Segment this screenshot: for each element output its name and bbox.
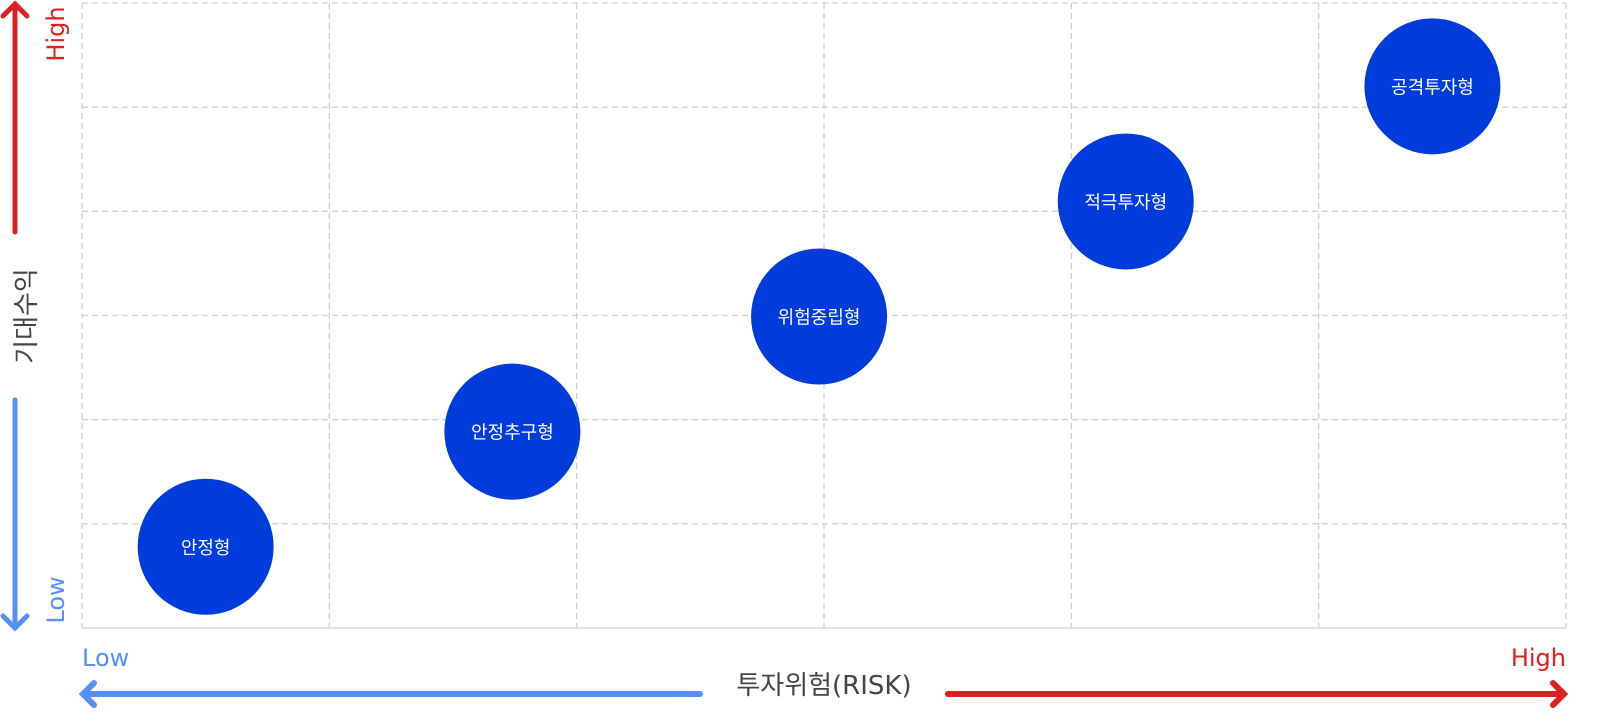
y-axis-low-arrow: [0, 397, 30, 632]
profile-bubble: 공격투자형: [1364, 18, 1501, 155]
bubble-label: 안정추구형: [471, 423, 554, 444]
profile-bubble: 적극투자형: [1057, 133, 1194, 270]
y-axis-high-label: High: [42, 6, 70, 61]
bubble-circle: [444, 363, 581, 500]
profile-bubble: 위험중립형: [751, 248, 888, 385]
y-axis-low-label: Low: [42, 576, 70, 623]
y-axis-title: 기대수익: [12, 268, 42, 364]
profile-bubble: 안정추구형: [444, 363, 581, 500]
bubble-circle: [137, 478, 274, 615]
x-axis-high-label: High: [1511, 644, 1566, 672]
profile-bubbles: 안정형 안정추구형 위험중립형 적극투자형 공격투자형: [137, 18, 1501, 615]
bubble-circle: [1057, 133, 1194, 270]
x-axis-low-label: Low: [82, 644, 129, 672]
y-axis-high-arrow: [0, 0, 30, 235]
bubble-label: 공격투자형: [1391, 77, 1474, 98]
x-axis-title: 투자위험(RISK): [736, 671, 911, 701]
x-axis-low-arrow: [78, 680, 703, 708]
bubble-circle: [751, 248, 888, 385]
x-axis-high-arrow: [945, 680, 1569, 708]
profile-bubble: 안정형: [137, 478, 274, 615]
bubble-label: 적극투자형: [1084, 192, 1167, 213]
bubble-label: 안정형: [181, 538, 231, 559]
bubble-circle: [1364, 18, 1501, 155]
bubble-label: 위험중립형: [778, 308, 861, 329]
